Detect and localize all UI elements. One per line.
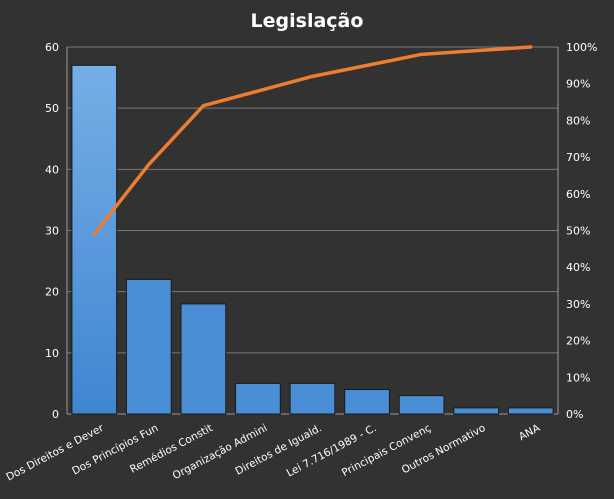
bar <box>289 382 336 415</box>
chart-title: Legislação <box>251 10 364 32</box>
bar <box>344 389 390 415</box>
y-tick-label: 20 <box>45 286 59 299</box>
y2-tick-label: 40% <box>566 261 590 274</box>
y2-tick-label: 80% <box>566 114 590 127</box>
bar <box>453 407 500 415</box>
y-tick-label: 40 <box>45 163 59 176</box>
y2-tick-label: 100% <box>566 41 597 54</box>
x-tick-label: ANA <box>517 422 543 443</box>
y2-tick-label: 30% <box>566 298 590 311</box>
y-axis-left: 0 10 20 30 40 50 60 <box>45 41 59 421</box>
bar <box>125 278 172 415</box>
bar <box>235 382 281 415</box>
y2-tick-label: 70% <box>566 151 590 164</box>
y2-tick-label: 10% <box>566 371 590 384</box>
cumulative-line-path <box>92 45 533 236</box>
bars <box>71 64 554 415</box>
y-tick-label: 10 <box>45 347 59 360</box>
y2-tick-label: 0% <box>566 408 583 421</box>
y2-tick-label: 90% <box>566 78 590 91</box>
y2-tick-label: 50% <box>566 225 590 238</box>
x-tick-label: Dos Direitos e Dever <box>4 422 106 484</box>
y-tick-label: 30 <box>45 225 59 238</box>
x-tick-label: Organização Admini <box>171 422 270 482</box>
cumulative-line <box>92 45 533 236</box>
bar <box>398 395 445 415</box>
y-tick-label: 60 <box>45 41 59 54</box>
x-tick-label: Principais Convenç <box>340 422 433 479</box>
y-tick-label: 0 <box>52 408 59 421</box>
bar <box>71 64 118 415</box>
bar <box>507 407 554 415</box>
y2-tick-label: 60% <box>566 188 590 201</box>
y2-tick-label: 20% <box>566 335 590 348</box>
y-axis-right: 0% 10% 20% 30% 40% 50% 60% 70% 80% 90% 100% <box>566 41 597 421</box>
y-tick-label: 50 <box>45 102 59 115</box>
x-tick-label: Lei 7.716/1989 - C. <box>285 422 379 479</box>
bar <box>180 303 227 415</box>
